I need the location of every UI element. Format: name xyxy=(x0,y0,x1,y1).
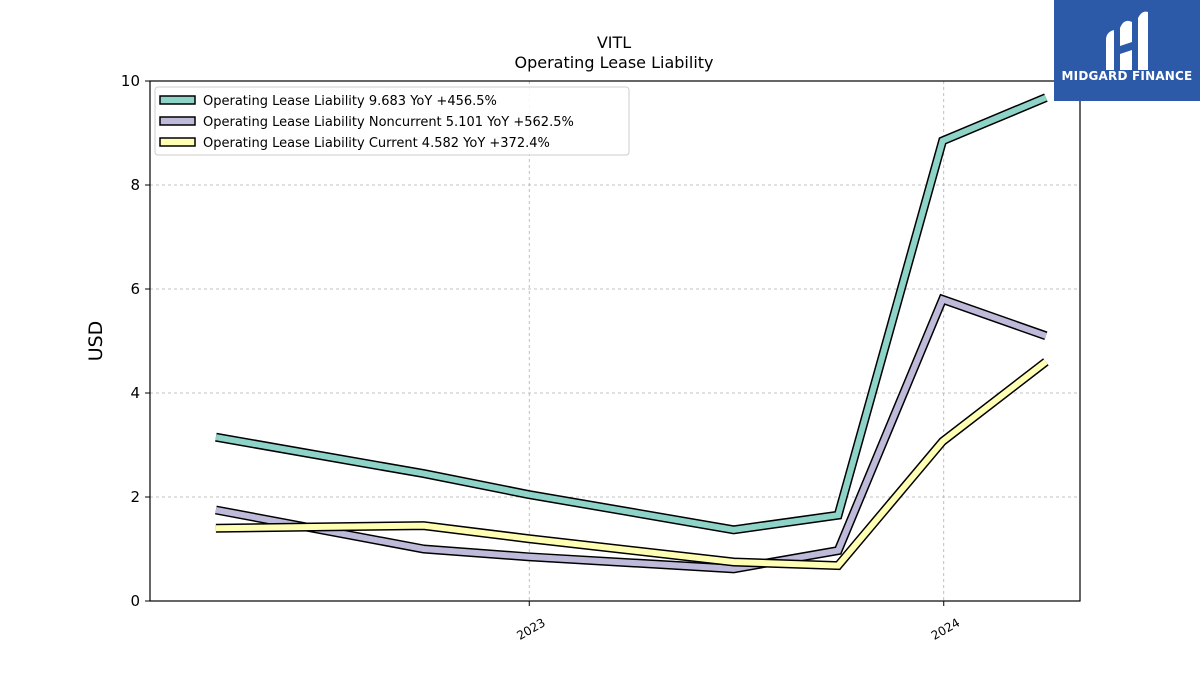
y-tick-label: 8 xyxy=(130,176,140,194)
series-line-3 xyxy=(215,359,1048,569)
brand-logo: MIDGARD FINANCE xyxy=(1054,0,1200,101)
legend-label-1: Operating Lease Liability 9.683 YoY +456… xyxy=(203,94,497,109)
y-tick-label: 10 xyxy=(121,72,140,90)
legend-box xyxy=(154,86,630,156)
legend: Operating Lease Liability 9.683 YoY +456… xyxy=(154,86,630,156)
x-tick-label: 2023 xyxy=(514,615,547,642)
legend-label-3: Operating Lease Liability Current 4.582 … xyxy=(203,136,550,151)
plot-frame xyxy=(149,80,1081,602)
series-line-1 xyxy=(215,94,1048,533)
y-tick-label: 0 xyxy=(130,592,140,610)
y-tick-label: 4 xyxy=(130,384,140,402)
chart-title: VITL xyxy=(597,33,631,52)
chart-subtitle: Operating Lease Liability xyxy=(514,53,713,72)
legend-swatch-1 xyxy=(159,95,196,105)
x-tick-label: 2024 xyxy=(929,615,962,642)
y-axis-label: USD xyxy=(85,321,107,362)
legend-label-2: Operating Lease Liability Noncurrent 5.1… xyxy=(203,115,574,130)
legend-swatch-2 xyxy=(159,116,196,126)
grid-layer xyxy=(150,81,1080,601)
y-tick-label: 2 xyxy=(130,488,140,506)
y-tick-label: 6 xyxy=(130,280,140,298)
logo-text: MIDGARD FINANCE xyxy=(1061,69,1193,83)
series-layer xyxy=(215,93,1049,574)
logo-mark-icon xyxy=(1106,11,1148,71)
legend-swatch-3 xyxy=(159,137,196,147)
series-line-2 xyxy=(215,295,1047,572)
